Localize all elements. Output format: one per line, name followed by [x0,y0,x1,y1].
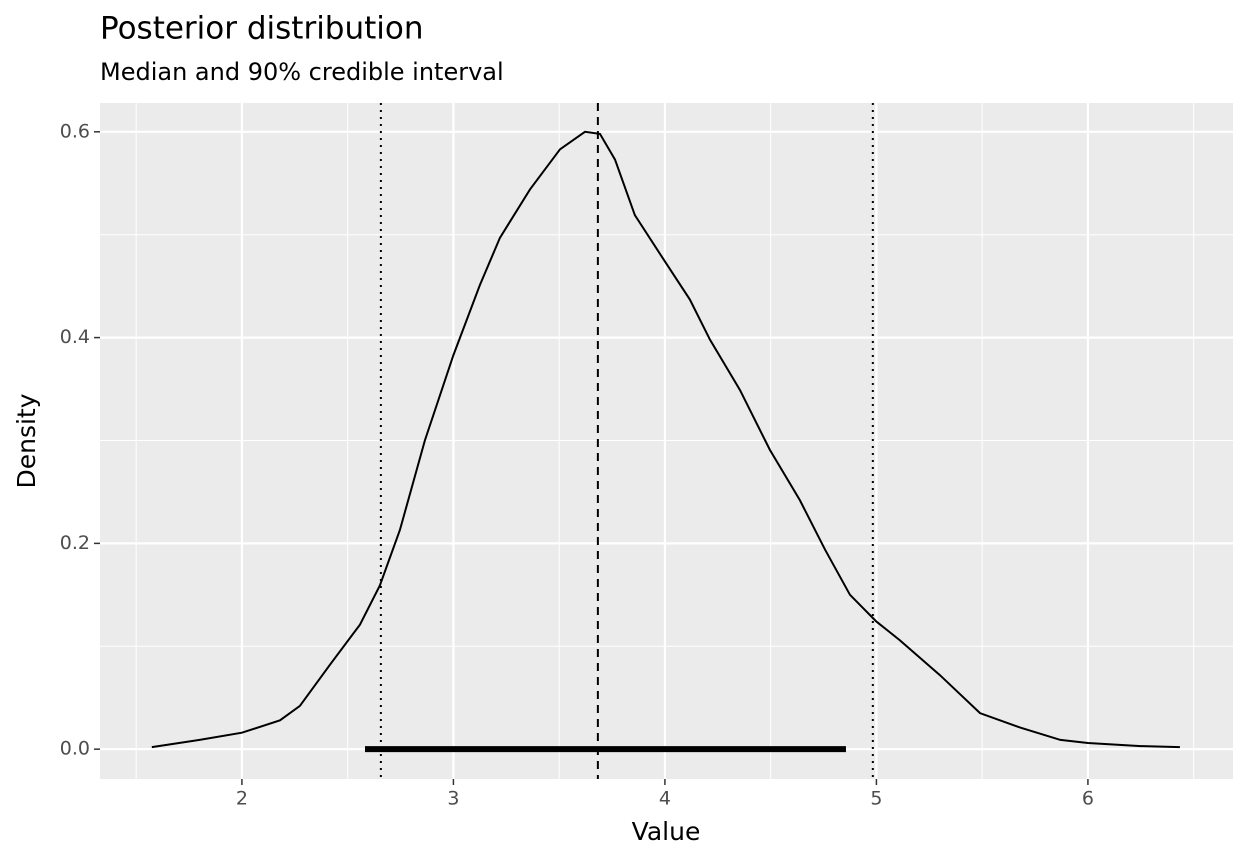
y-tick-label: 0.0 [60,738,90,760]
panel [100,103,1233,779]
density-curve [151,130,1180,749]
x-tick-label: 2 [236,788,248,810]
x-tick-label: 3 [447,788,459,810]
y-tick-label: 0.4 [60,326,90,348]
chart-title: Posterior distribution [100,11,424,47]
x-axis-label: Value [632,817,701,846]
x-tick-label: 4 [659,788,671,810]
chart-subtitle: Median and 90% credible interval [100,58,504,86]
y-tick-label: 0.6 [60,120,90,142]
y-axis-label: Density [12,393,41,488]
x-tick-label: 6 [1082,788,1094,810]
y-tick-label: 0.2 [60,532,90,554]
x-tick-label: 5 [870,788,882,810]
